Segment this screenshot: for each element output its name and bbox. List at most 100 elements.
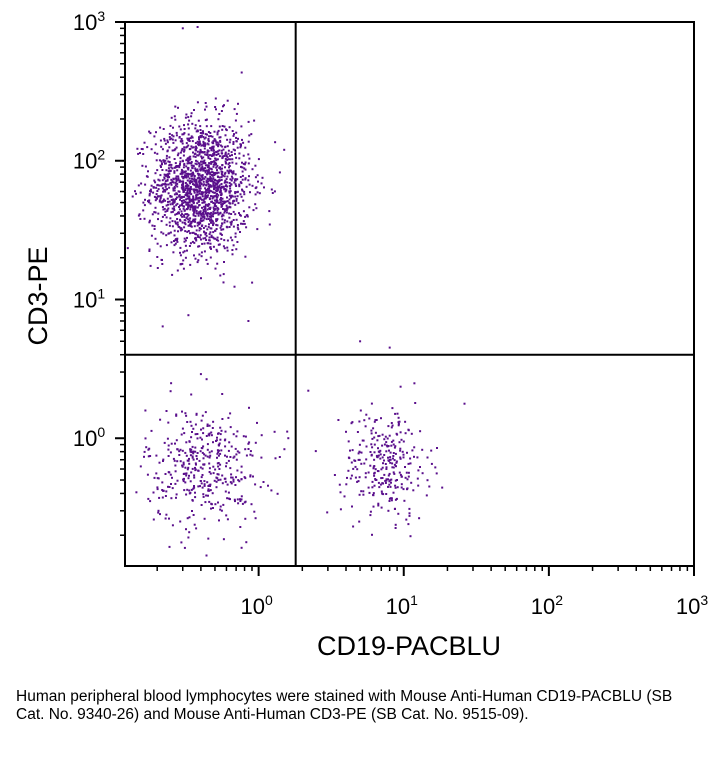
figure-caption: Human peripheral blood lymphocytes were … [16, 688, 673, 723]
scatter-point [180, 541, 183, 544]
scatter-point [225, 209, 228, 212]
scatter-point [142, 201, 145, 204]
scatter-point [153, 228, 156, 230]
scatter-point [244, 477, 247, 480]
scatter-point [390, 478, 393, 481]
scatter-point [217, 213, 220, 216]
scatter-point [231, 202, 234, 205]
scatter-point [144, 198, 146, 201]
scatter-point [141, 164, 144, 167]
scatter-point [224, 445, 227, 448]
scatter-point [238, 185, 241, 188]
scatter-point [202, 184, 205, 187]
scatter-point [167, 421, 170, 424]
scatter-point [216, 209, 219, 212]
scatter-point [251, 168, 254, 171]
scatter-point [232, 433, 235, 436]
scatter-point [240, 471, 243, 474]
scatter-point [198, 245, 201, 248]
scatter-point [203, 183, 206, 186]
scatter-point [349, 449, 351, 452]
scatter-point [189, 420, 192, 423]
scatter-point [179, 229, 182, 232]
scatter-point [202, 210, 205, 213]
scatter-point [202, 213, 205, 216]
scatter-point [216, 456, 218, 459]
scatter-point [158, 159, 161, 162]
scatter-point [183, 150, 185, 153]
scatter-point [198, 140, 201, 143]
scatter-point [154, 143, 157, 146]
scatter-point [394, 527, 397, 529]
scatter-point [358, 493, 361, 496]
scatter-point [204, 143, 207, 146]
scatter-point [375, 454, 378, 457]
scatter-point [229, 158, 232, 161]
scatter-point [210, 431, 213, 434]
scatter-point [150, 184, 153, 187]
scatter-point [385, 468, 388, 470]
scatter-point [176, 154, 179, 157]
scatter-point [175, 213, 178, 215]
scatter-point [203, 142, 206, 145]
scatter-point [209, 242, 212, 245]
scatter-point [187, 123, 190, 126]
scatter-point [162, 208, 165, 211]
scatter-point [198, 138, 200, 141]
scatter-point [167, 485, 169, 488]
scatter-point [202, 432, 205, 435]
scatter-point [178, 180, 181, 183]
scatter-point [198, 179, 201, 182]
scatter-point [215, 248, 218, 251]
scatter-point [386, 437, 389, 440]
scatter-point [185, 172, 188, 175]
y-tick-label: 100 [73, 424, 105, 451]
scatter-point [197, 186, 200, 188]
scatter-point [221, 157, 224, 160]
scatter-point [148, 248, 151, 251]
scatter-point [205, 153, 208, 156]
scatter-point [211, 197, 214, 200]
scatter-point [168, 176, 171, 179]
scatter-point [183, 128, 186, 130]
scatter-point [229, 467, 232, 470]
scatter-point [184, 481, 187, 484]
scatter-point [380, 490, 383, 493]
scatter-point [169, 138, 172, 141]
scatter-point [189, 204, 192, 207]
scatter-point [183, 432, 186, 435]
scatter-point [222, 208, 225, 211]
scatter-point [194, 155, 197, 158]
scatter-point [208, 233, 211, 236]
scatter-point [371, 480, 374, 483]
scatter-point [413, 446, 416, 449]
scatter-point [201, 206, 203, 209]
scatter-point [176, 196, 179, 199]
scatter-point [166, 197, 169, 200]
scatter-point [221, 474, 224, 477]
scatter-point [212, 441, 214, 444]
scatter-point [369, 464, 372, 467]
scatter-point [401, 450, 404, 453]
scatter-point [392, 443, 395, 446]
scatter-point [365, 413, 368, 416]
scatter-point [199, 168, 202, 171]
scatter-point [126, 247, 129, 250]
scatter-point [165, 513, 168, 516]
scatter-point [206, 166, 209, 169]
scatter-point [360, 451, 363, 454]
scatter-point [232, 148, 235, 151]
scatter-point [147, 201, 150, 204]
scatter-point [191, 167, 194, 170]
scatter-point [229, 154, 231, 157]
scatter-point [180, 200, 183, 202]
scatter-point [157, 178, 160, 181]
scatter-point [174, 482, 177, 485]
scatter-point [205, 125, 208, 128]
scatter-point [176, 269, 179, 272]
scatter-point [184, 170, 187, 173]
scatter-point [164, 182, 167, 185]
scatter-point [201, 178, 204, 181]
scatter-point [241, 502, 244, 505]
scatter-point [213, 187, 215, 190]
